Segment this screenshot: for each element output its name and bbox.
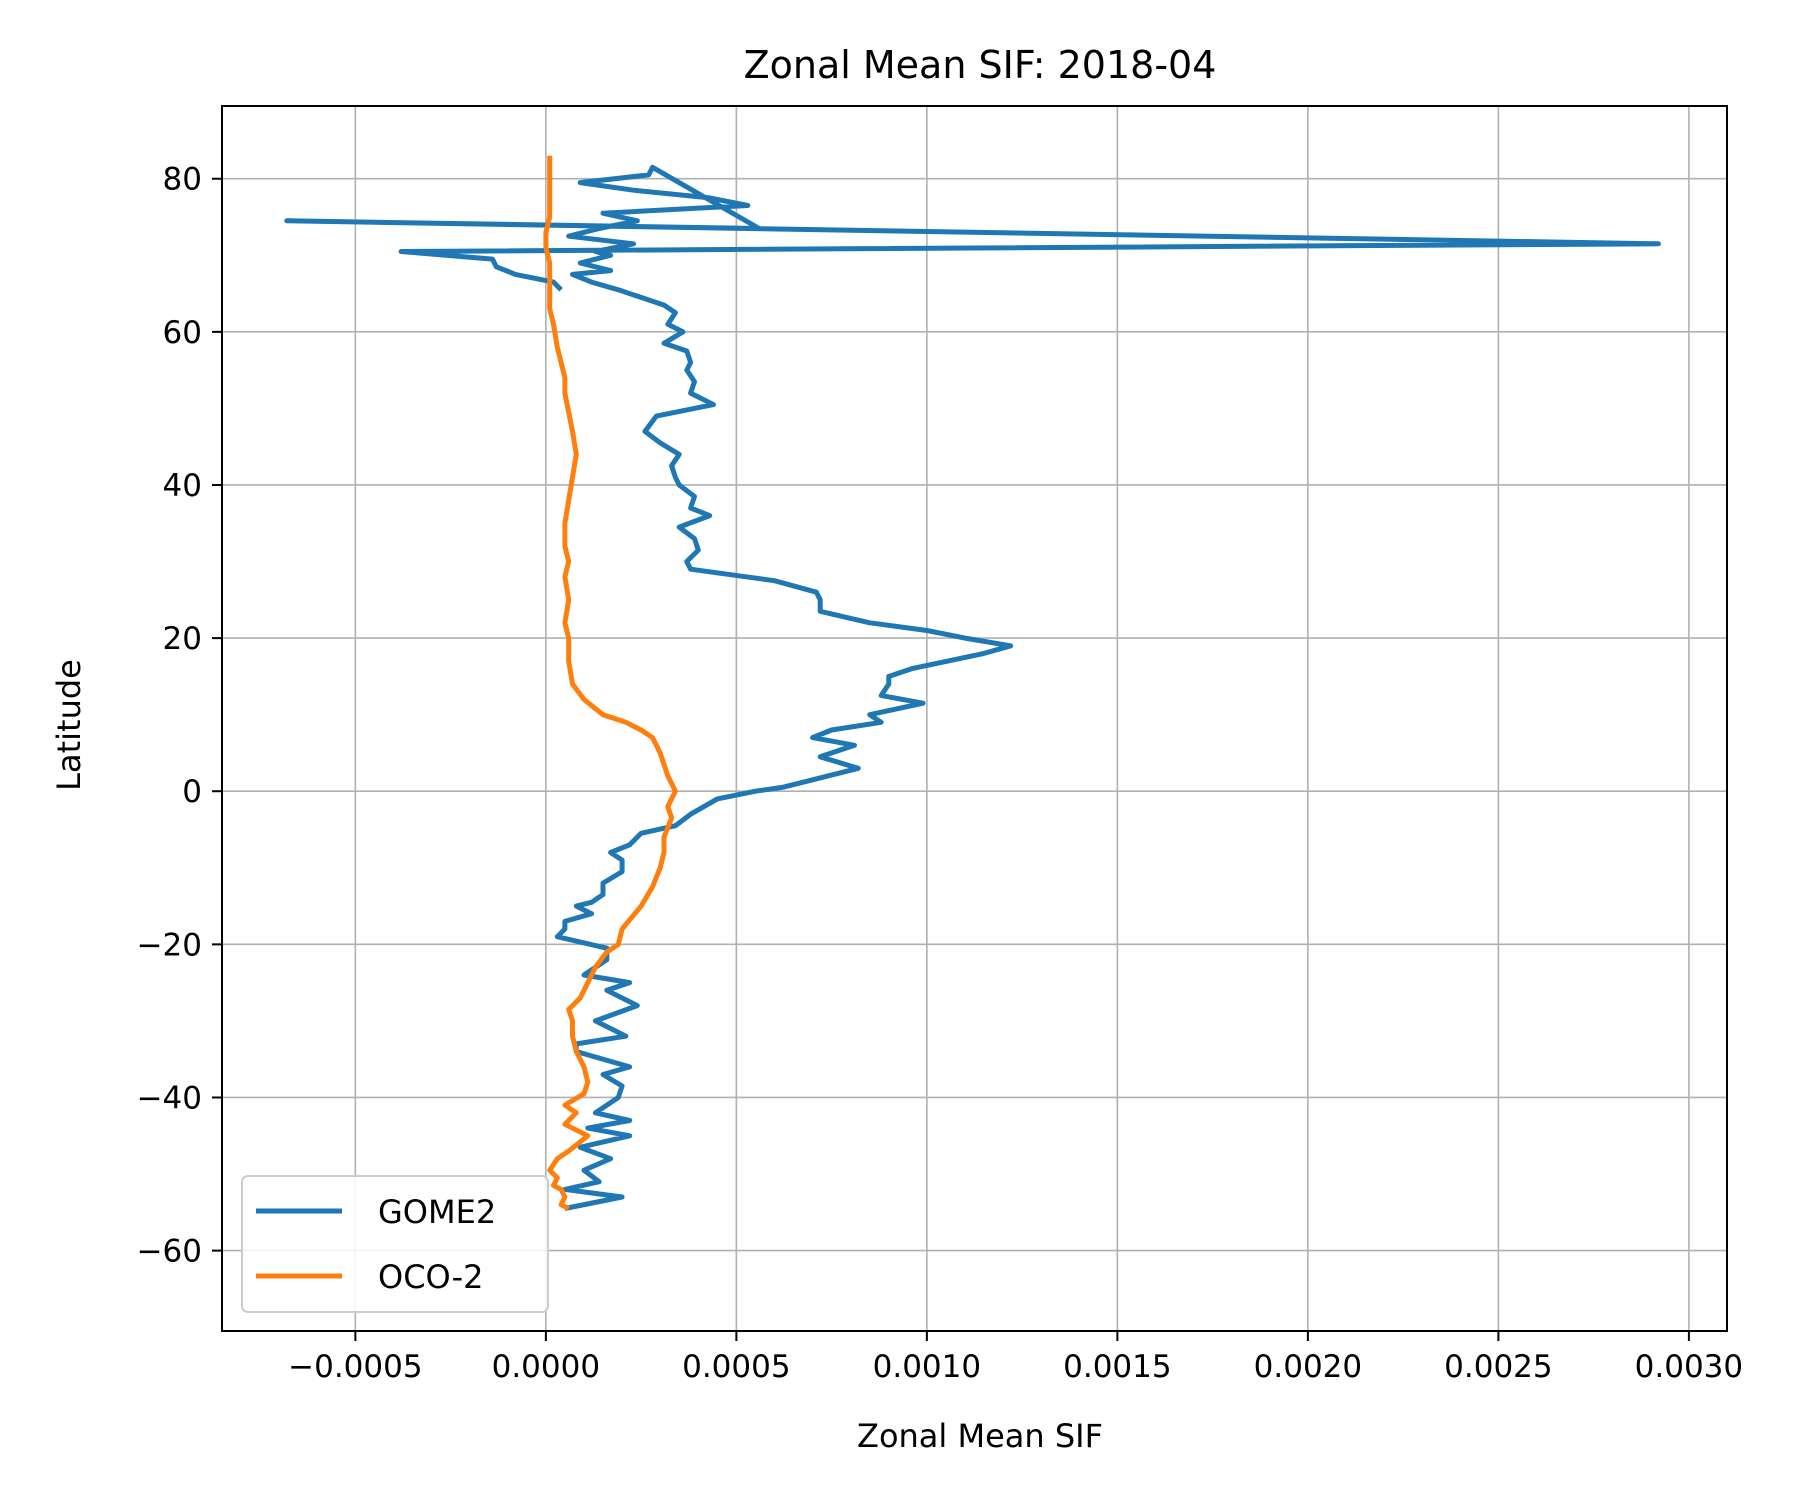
x-tick-label: 0.0030 (1635, 1349, 1743, 1385)
y-tick-label: 40 (163, 468, 202, 504)
x-axis-ticks: −0.0005 0.0000 0.0005 0.0010 0.0015 0.0020 0.0… (288, 1331, 1743, 1385)
legend: GOME2 OCO-2 (241, 1175, 549, 1313)
y-tick-label: 80 (163, 162, 202, 198)
legend-label-oco2: OCO-2 (378, 1258, 484, 1296)
x-tick-label: 0.0025 (1444, 1349, 1552, 1385)
y-tick-label: −60 (137, 1234, 202, 1270)
y-tick-label: 60 (163, 315, 202, 351)
x-tick-label: 0.0000 (492, 1349, 600, 1385)
x-tick-label: −0.0005 (288, 1349, 422, 1385)
chart-title: Zonal Mean SIF: 2018-04 (744, 43, 1217, 87)
y-tick-label: 0 (182, 774, 202, 810)
x-tick-label: 0.0015 (1063, 1349, 1171, 1385)
axes-frame (221, 105, 1728, 1332)
x-axis-label: Zonal Mean SIF (857, 1417, 1103, 1455)
series-line-oco2 (543, 155, 678, 1211)
y-axis-ticks: −60 −40 −20 0 20 40 60 80 (137, 162, 222, 1270)
y-tick-label: 20 (163, 621, 202, 657)
x-tick-label: 0.0005 (682, 1349, 790, 1385)
y-tick-label: −40 (137, 1080, 202, 1116)
series-line-gome2 (284, 164, 1661, 1211)
legend-label-gome2: GOME2 (378, 1193, 496, 1231)
series-layer (284, 155, 1661, 1211)
x-tick-label: 0.0010 (873, 1349, 981, 1385)
y-axis-label: Latitude (50, 659, 88, 791)
x-tick-label: 0.0020 (1254, 1349, 1362, 1385)
y-tick-label: −20 (137, 927, 202, 963)
